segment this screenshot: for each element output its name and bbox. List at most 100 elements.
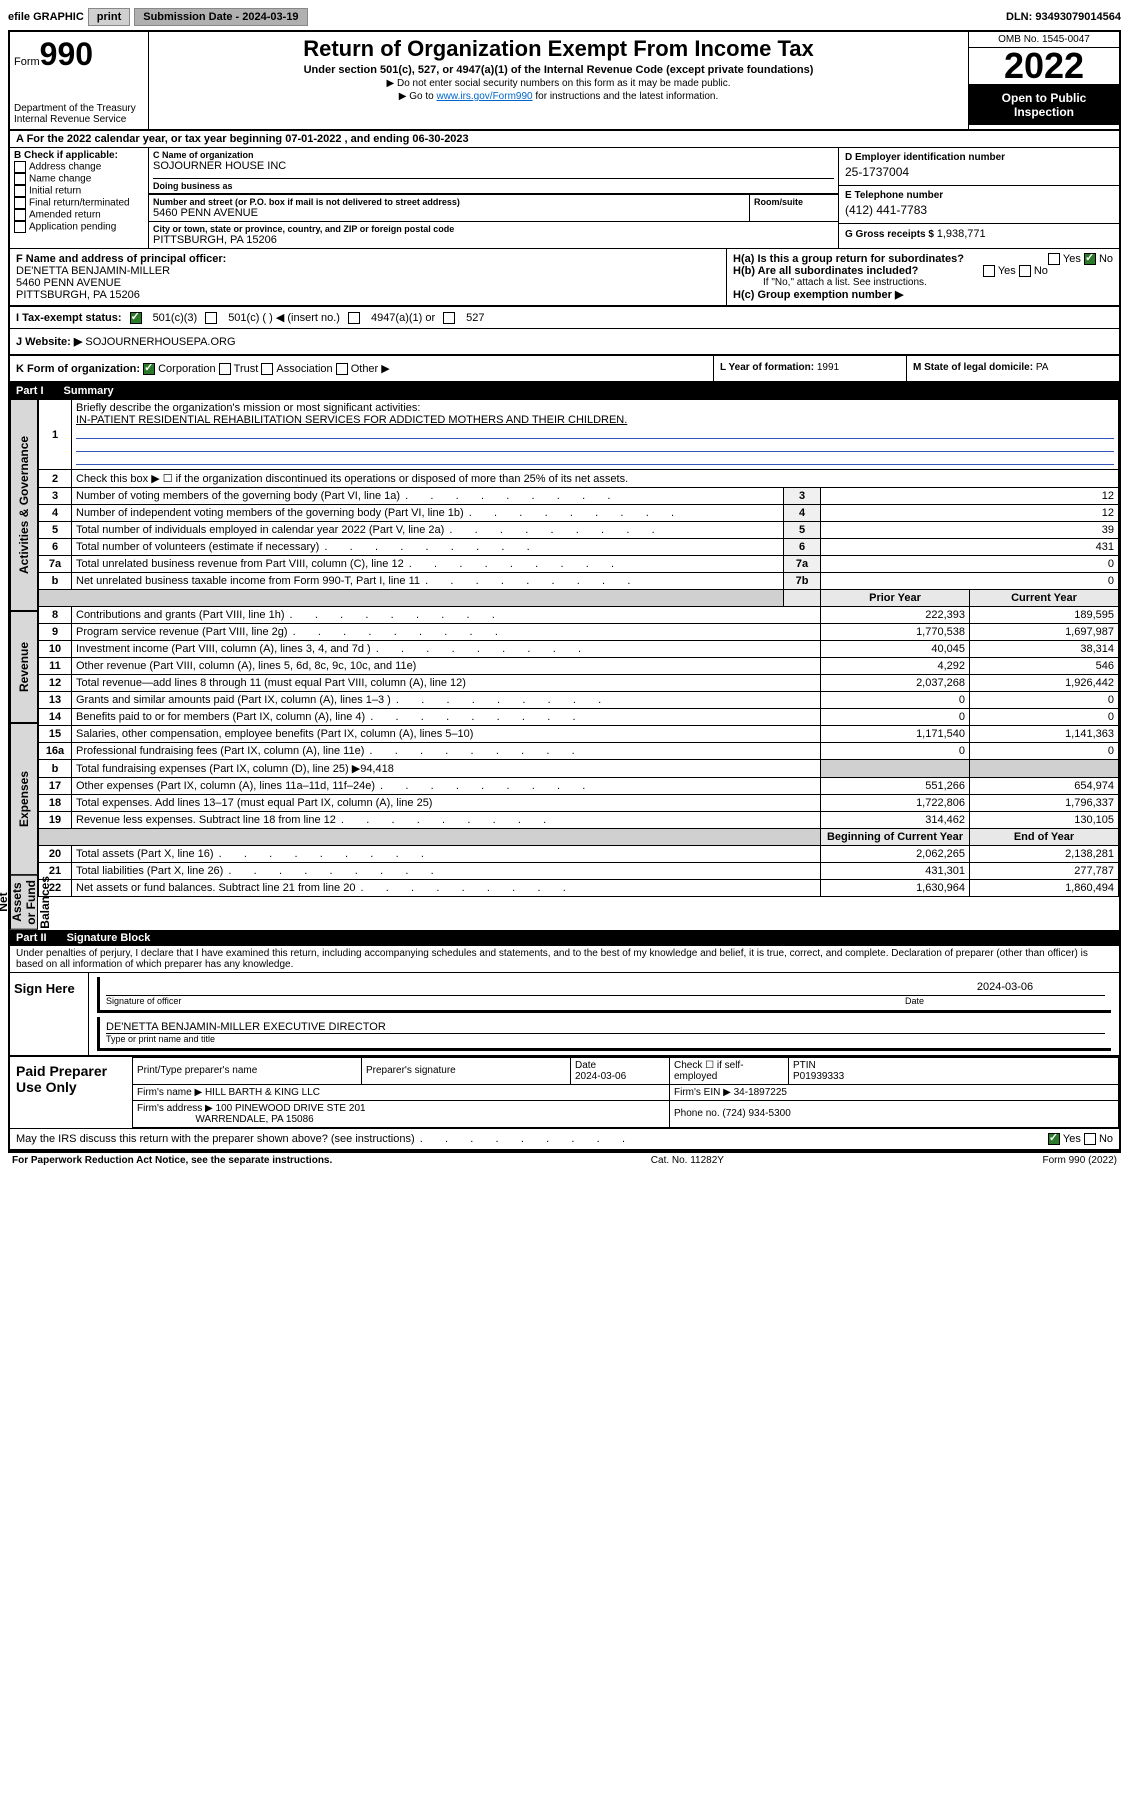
- prep-date: 2024-03-06: [575, 1071, 626, 1082]
- l22-curr: 1,860,494: [970, 880, 1119, 897]
- form-note-2: ▶ Go to www.irs.gov/Form990 for instruct…: [157, 91, 960, 102]
- form-title: Return of Organization Exempt From Incom…: [157, 36, 960, 62]
- l17-curr: 654,974: [970, 778, 1119, 795]
- l5-label: Total number of individuals employed in …: [72, 522, 784, 539]
- h-a-yes[interactable]: [1048, 253, 1060, 265]
- l9-curr: 1,697,987: [970, 624, 1119, 641]
- print-button[interactable]: print: [88, 8, 130, 26]
- period-row: A For the 2022 calendar year, or tax yea…: [10, 131, 1119, 148]
- form-number: 990: [40, 36, 93, 72]
- city-value: PITTSBURGH, PA 15206: [153, 234, 834, 246]
- check-4947[interactable]: [348, 312, 360, 324]
- h-a-label: H(a) Is this a group return for subordin…: [733, 253, 964, 265]
- l2-label: Check this box ▶ ☐ if the organization d…: [72, 470, 1119, 488]
- l8-label: Contributions and grants (Part VIII, lin…: [72, 607, 821, 624]
- firm-phone: (724) 934-5300: [722, 1108, 790, 1119]
- l5-val: 39: [821, 522, 1119, 539]
- l20-label: Total assets (Part X, line 16): [72, 846, 821, 863]
- tax-status-label: I Tax-exempt status:: [16, 312, 122, 324]
- h-b-no[interactable]: [1019, 265, 1031, 277]
- check-final-return[interactable]: [14, 197, 26, 209]
- l19-label: Revenue less expenses. Subtract line 18 …: [72, 812, 821, 829]
- note2-post: for instructions and the latest informat…: [533, 91, 719, 102]
- dba-label: Doing business as: [153, 181, 834, 191]
- l17-prior: 551,266: [821, 778, 970, 795]
- check-amended[interactable]: [14, 209, 26, 221]
- form-org-label: K Form of organization:: [16, 363, 140, 375]
- l12-curr: 1,926,442: [970, 675, 1119, 692]
- discuss-yes[interactable]: [1048, 1133, 1060, 1145]
- firm-ein-label: Firm's EIN ▶: [674, 1087, 734, 1098]
- domicile-label: M State of legal domicile:: [913, 362, 1036, 373]
- sig-date: 2024-03-06: [905, 981, 1105, 995]
- l20-curr: 2,138,281: [970, 846, 1119, 863]
- lbl-4947: 4947(a)(1) or: [371, 312, 435, 324]
- prep-date-hdr: Date: [575, 1060, 596, 1071]
- h-b-row: H(b) Are all subordinates included? Yes …: [733, 265, 1113, 277]
- period-label: A For the 2022 calendar year, or tax yea…: [16, 133, 285, 145]
- dln: DLN: 93493079014564: [1006, 11, 1121, 23]
- sig-date-label: Date: [905, 995, 1105, 1006]
- year-formation-label: L Year of formation:: [720, 362, 817, 373]
- col-b-header: B Check if applicable:: [14, 150, 144, 161]
- check-corp[interactable]: [143, 363, 155, 375]
- check-initial-return[interactable]: [14, 185, 26, 197]
- efile-label: efile GRAPHIC: [8, 11, 84, 23]
- dept-label: Department of the Treasury Internal Reve…: [14, 103, 144, 125]
- org-name: SOJOURNER HOUSE INC: [153, 160, 834, 172]
- check-527[interactable]: [443, 312, 455, 324]
- sig-name: DE'NETTA BENJAMIN-MILLER EXECUTIVE DIREC…: [106, 1021, 1105, 1033]
- firm-addr1: 100 PINEWOOD DRIVE STE 201: [216, 1103, 366, 1114]
- vtab-governance: Activities & Governance: [10, 399, 38, 611]
- l4-label: Number of independent voting members of …: [72, 505, 784, 522]
- check-name-change[interactable]: [14, 173, 26, 185]
- lbl-501c3: 501(c)(3): [153, 312, 198, 324]
- check-other[interactable]: [336, 363, 348, 375]
- firm-name-label: Firm's name ▶: [137, 1087, 205, 1098]
- h-a-no[interactable]: [1084, 253, 1096, 265]
- l11-curr: 546: [970, 658, 1119, 675]
- vtab-netassets: Net Assets or Fund Balances: [10, 875, 38, 930]
- lbl-assoc: Association: [276, 363, 332, 375]
- city-label: City or town, state or province, country…: [153, 224, 834, 234]
- paperwork-notice: For Paperwork Reduction Act Notice, see …: [12, 1155, 332, 1166]
- l12-label: Total revenue—add lines 8 through 11 (mu…: [72, 675, 821, 692]
- firm-ein: 34-1897225: [734, 1087, 787, 1098]
- form-note-1: ▶ Do not enter social security numbers o…: [157, 78, 960, 89]
- lbl-final-return: Final return/terminated: [29, 198, 130, 209]
- prep-name-hdr: Print/Type preparer's name: [133, 1057, 362, 1084]
- sig-officer-label: Signature of officer: [106, 995, 905, 1006]
- phone-label: E Telephone number: [845, 190, 1113, 201]
- check-trust[interactable]: [219, 363, 231, 375]
- period-end: 06-30-2023: [412, 133, 468, 145]
- l20-prior: 2,062,265: [821, 846, 970, 863]
- h-b-yes[interactable]: [983, 265, 995, 277]
- org-name-label: C Name of organization: [153, 150, 834, 160]
- l18-curr: 1,796,337: [970, 795, 1119, 812]
- irs-link[interactable]: www.irs.gov/Form990: [436, 91, 532, 102]
- check-501c3[interactable]: [130, 312, 142, 324]
- lbl-app-pending: Application pending: [29, 222, 116, 233]
- check-app-pending[interactable]: [14, 221, 26, 233]
- part-i-title: Summary: [64, 385, 114, 397]
- firm-addr-label: Firm's address ▶: [137, 1103, 216, 1114]
- dln-label: DLN:: [1006, 11, 1035, 23]
- l18-label: Total expenses. Add lines 13–17 (must eq…: [72, 795, 821, 812]
- discuss-no[interactable]: [1084, 1133, 1096, 1145]
- l17-label: Other expenses (Part IX, column (A), lin…: [72, 778, 821, 795]
- l16a-label: Professional fundraising fees (Part IX, …: [72, 743, 821, 760]
- firm-addr2: WARRENDALE, PA 15086: [195, 1114, 313, 1125]
- lbl-527: 527: [466, 312, 484, 324]
- check-501c[interactable]: [205, 312, 217, 324]
- l21-prior: 431,301: [821, 863, 970, 880]
- domicile: PA: [1036, 362, 1049, 373]
- l1-mission: IN-PATIENT RESIDENTIAL REHABILITATION SE…: [76, 414, 627, 426]
- l7a-val: 0: [821, 556, 1119, 573]
- eoy-hdr: End of Year: [970, 829, 1119, 846]
- part-ii-title: Signature Block: [67, 932, 151, 944]
- l10-prior: 40,045: [821, 641, 970, 658]
- check-address-change[interactable]: [14, 161, 26, 173]
- website-value: SOJOURNERHOUSEPA.ORG: [85, 336, 235, 348]
- check-assoc[interactable]: [261, 363, 273, 375]
- sig-name-label: Type or print name and title: [106, 1033, 1105, 1044]
